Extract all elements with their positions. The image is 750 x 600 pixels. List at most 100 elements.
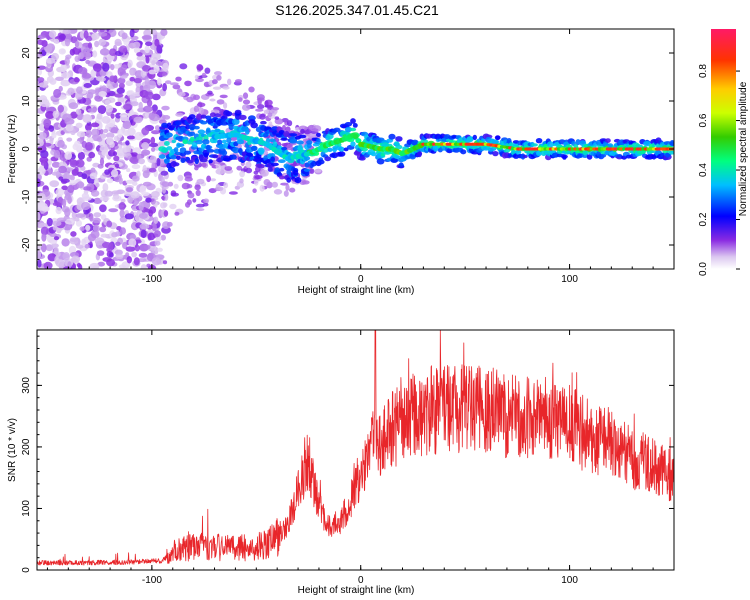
noise-cell <box>222 86 230 90</box>
noise-cell <box>259 184 265 192</box>
band-cell <box>279 167 285 172</box>
noise-cell <box>144 91 154 100</box>
noise-cell <box>87 89 97 95</box>
noise-cell <box>212 86 222 90</box>
noise-cell <box>53 88 62 98</box>
noise-cell <box>73 77 80 83</box>
noise-cell <box>193 105 199 113</box>
noise-cell <box>110 64 115 71</box>
noise-cell <box>131 164 141 170</box>
noise-cell <box>201 72 207 78</box>
noise-cell <box>65 218 75 225</box>
noise-cell <box>203 198 210 204</box>
band-cell <box>370 152 377 157</box>
noise-cell <box>37 167 46 176</box>
noise-cell <box>134 131 144 141</box>
band-cell <box>361 147 368 152</box>
noise-cell <box>162 62 169 72</box>
band-cell <box>607 143 614 148</box>
noise-cell <box>84 243 90 249</box>
band-cell <box>665 152 671 158</box>
noise-cell <box>134 29 139 32</box>
band-cell <box>398 162 404 167</box>
noise-cell <box>89 262 100 269</box>
band-cell <box>221 150 228 156</box>
noise-cell <box>121 32 128 40</box>
noise-cell <box>64 38 71 47</box>
noise-cell <box>85 59 91 65</box>
band-cell <box>232 147 240 154</box>
noise-cell <box>123 38 130 46</box>
band-cell <box>172 162 180 167</box>
noise-cell <box>52 220 62 227</box>
noise-cell <box>37 39 45 46</box>
band-cell <box>188 114 196 120</box>
spectrogram-xtick-label: 100 <box>561 274 578 285</box>
noise-cell <box>92 63 102 72</box>
noise-cell <box>41 233 47 242</box>
noise-cell <box>53 38 60 44</box>
noise-cell <box>37 77 45 83</box>
noise-cell <box>104 190 114 197</box>
noise-cell <box>75 213 86 219</box>
band-cell <box>289 139 298 144</box>
noise-cell <box>45 65 54 73</box>
band-cell <box>176 155 181 160</box>
noise-cell <box>98 91 107 97</box>
band-cell <box>193 125 200 130</box>
noise-cell <box>130 191 140 199</box>
noise-cell <box>141 149 151 156</box>
noise-cell <box>125 80 133 86</box>
noise-cell <box>144 45 150 54</box>
noise-cell <box>64 208 71 217</box>
noise-cell <box>55 76 64 82</box>
band-cell <box>171 139 177 144</box>
noise-cell <box>142 170 150 179</box>
noise-cell <box>170 190 177 197</box>
noise-cell <box>166 221 173 227</box>
noise-cell <box>274 116 280 120</box>
band-cell <box>251 146 257 151</box>
noise-cell <box>52 110 60 119</box>
noise-cell <box>116 147 125 157</box>
noise-cell <box>125 140 130 146</box>
band-cell <box>316 132 321 137</box>
noise-cell <box>216 99 225 105</box>
noise-cell <box>126 256 132 264</box>
band-cell <box>289 133 298 137</box>
noise-cell <box>117 129 123 138</box>
noise-cell <box>138 212 148 219</box>
noise-cell <box>122 241 128 250</box>
noise-cell <box>48 30 57 38</box>
band-cell <box>178 136 184 140</box>
noise-cell <box>117 77 126 84</box>
band-cell <box>417 151 422 158</box>
band-cell <box>546 141 555 148</box>
noise-cell <box>53 236 60 241</box>
noise-cell <box>285 184 290 191</box>
band-cell <box>230 154 237 160</box>
noise-cell <box>223 102 228 109</box>
noise-cell <box>147 232 156 241</box>
noise-cell <box>85 35 93 42</box>
band-cell <box>196 113 202 119</box>
noise-cell <box>151 52 161 61</box>
noise-cell <box>119 209 125 218</box>
noise-cell <box>93 197 102 204</box>
band-cell <box>492 151 499 157</box>
noise-cell <box>42 142 52 147</box>
noise-cell <box>41 243 47 253</box>
noise-cell <box>184 176 193 182</box>
band-cell <box>260 120 267 125</box>
noise-cell <box>69 237 79 243</box>
noise-cell <box>151 257 162 266</box>
noise-cell <box>198 107 204 115</box>
noise-cell <box>100 233 109 238</box>
noise-cell <box>85 129 92 138</box>
noise-cell <box>139 223 150 230</box>
noise-cell <box>184 80 192 87</box>
noise-cell <box>160 29 168 36</box>
colorbar-tick-label: 0.4 <box>698 163 709 177</box>
noise-cell <box>90 167 96 174</box>
noise-cell <box>92 217 101 224</box>
